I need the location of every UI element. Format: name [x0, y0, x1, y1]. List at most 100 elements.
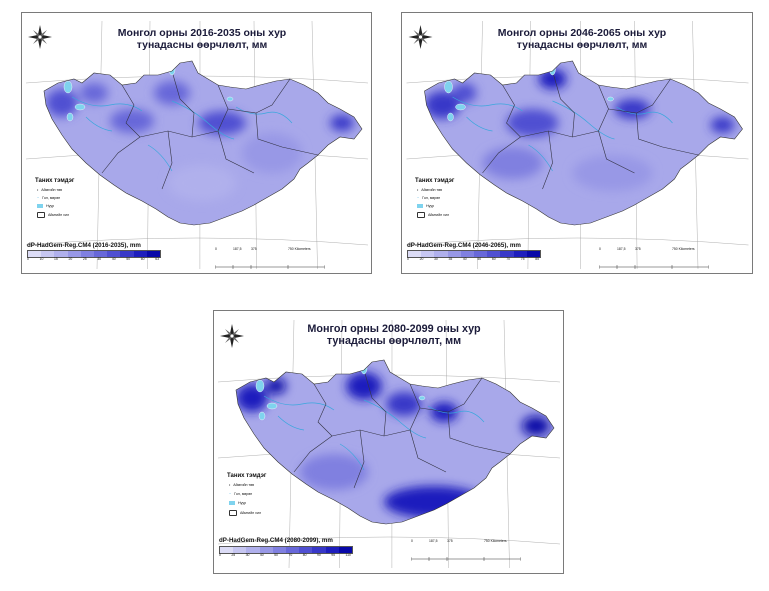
precip-patch	[710, 117, 735, 133]
ramp-swatch	[120, 251, 134, 257]
legend-item-river: ~ Гол, мөрөн	[229, 492, 253, 496]
ramp-tick-label: 70	[288, 553, 293, 557]
precip-patch	[198, 111, 246, 135]
legend-item-center: • Аймгийн төв	[417, 188, 443, 192]
aimag-borders	[293, 369, 511, 489]
ramp-swatch	[312, 547, 326, 553]
ramp-swatch	[54, 251, 68, 257]
color-ramp-title: dP-HadGem-Reg.CM4 (2080-2099), mm	[219, 537, 333, 544]
color-ramp-ticks: 0 20 30 35 40 50 60 70 75 85	[407, 257, 539, 261]
lake-shape	[255, 379, 265, 393]
lake-patch-icon	[37, 204, 43, 208]
precip-patch	[538, 69, 567, 89]
river-line-icon: ~	[417, 196, 420, 200]
scale-bar-label: 0	[411, 539, 413, 543]
ramp-swatch	[233, 547, 247, 553]
ramp-swatch	[67, 251, 81, 257]
precip-patch	[110, 109, 154, 133]
scale-bar-graphic	[214, 265, 326, 269]
map-panel-2080-2099: Монгол орны 2080-2099 оны хур тунадасны …	[213, 310, 564, 574]
aimag-border	[636, 112, 699, 156]
legend-item-center: • Аймгийн төв	[229, 483, 255, 487]
color-ramp	[27, 250, 161, 258]
lake-shape	[226, 96, 234, 102]
ramp-tick-label: 0	[219, 553, 221, 557]
lake-shape	[455, 103, 466, 111]
ramp-tick-label: 10	[39, 257, 44, 261]
legend-item-border: Аймгийн хил	[37, 212, 69, 218]
lake-shape	[444, 80, 453, 94]
ramp-tick-label: 50	[126, 257, 131, 261]
ramp-tick-label: 20	[68, 257, 73, 261]
river-line	[277, 415, 305, 431]
lake-shape	[447, 112, 454, 122]
river-line-icon: ~	[229, 492, 232, 496]
scale-bar-label: 375	[251, 247, 257, 251]
ramp-swatch	[460, 251, 475, 257]
country-shape	[44, 61, 362, 225]
legend-heading: Таних тэмдэг	[35, 178, 75, 184]
ramp-tick-label: 70	[506, 257, 511, 261]
ramp-swatch	[447, 251, 461, 257]
ramp-swatch	[146, 251, 161, 257]
country-outline	[424, 60, 743, 226]
ramp-swatch	[133, 251, 147, 257]
aimag-border	[409, 429, 447, 473]
ramp-swatch	[474, 251, 488, 257]
scale-bar-label: 187,5	[429, 539, 438, 543]
ramp-tick-label: 50	[477, 257, 482, 261]
aimag-border	[101, 136, 141, 174]
center-dot-icon: •	[229, 483, 231, 487]
aimag-border	[552, 70, 575, 138]
ramp-tick-label: 0	[27, 257, 29, 261]
color-ramp-ticks: 0 25 30 40 50 70 80 90 95 110	[219, 553, 351, 557]
lake-shape	[266, 402, 278, 410]
legend-item-center: • Аймгийн төв	[37, 188, 63, 192]
country-shape	[236, 360, 554, 524]
ramp-tick-label: 63	[155, 257, 159, 261]
color-ramp	[219, 546, 353, 554]
scale-bar-graphic	[598, 265, 710, 269]
ramp-swatch	[299, 547, 313, 553]
legend-item-river: ~ Гол, мөрөн	[417, 196, 441, 200]
scale-bar-label: 375	[447, 539, 453, 543]
color-ramp-ticks: 0 10 15 20 25 30 40 50 60 63	[27, 257, 159, 261]
precip-patch	[154, 81, 190, 105]
ramp-tick-label: 50	[274, 553, 278, 557]
ramp-swatch	[80, 251, 95, 257]
ramp-swatch	[513, 251, 527, 257]
precip-patch	[168, 165, 236, 201]
aimag-border	[520, 130, 599, 138]
color-ramp-title: dP-HadGem-Reg.CM4 (2046-2065), mm	[407, 242, 521, 249]
aimag-border	[502, 84, 521, 138]
lake-shape	[66, 112, 74, 122]
ramp-tick-label: 25	[82, 257, 87, 261]
ramp-swatch	[246, 547, 260, 553]
ramp-swatch	[487, 251, 501, 257]
map-panel-2016-2035: Монгол орны 2016-2035 оны хур тунадасны …	[21, 12, 372, 274]
color-ramp	[407, 250, 541, 258]
scale-bar	[598, 257, 710, 269]
ramp-swatch	[338, 547, 353, 553]
precip-shading	[46, 81, 354, 201]
precip-patch	[346, 372, 382, 400]
ramp-swatch	[421, 251, 435, 257]
aimag-border	[482, 136, 521, 174]
color-ramp-title: dP-HadGem-Reg.CM4 (2016-2035), mm	[27, 242, 141, 249]
scale-bar-graphic	[410, 557, 522, 561]
country-outline	[43, 60, 363, 226]
aimag-border	[542, 130, 553, 190]
country-shape	[424, 61, 743, 225]
ramp-swatch	[408, 251, 422, 257]
precip-patch	[330, 115, 354, 131]
ramp-tick-label: 75	[520, 257, 525, 261]
ramp-tick-label: 60	[140, 257, 145, 261]
aimag-borders	[101, 70, 319, 190]
ramp-tick-label: 110	[345, 553, 351, 557]
scale-bar-label: 0	[215, 247, 217, 251]
legend-heading: Таних тэмдэг	[415, 178, 455, 184]
precip-patch	[46, 89, 78, 117]
precip-patch	[242, 133, 302, 173]
river-line-icon: ~	[37, 196, 40, 200]
ramp-tick-label: 40	[259, 553, 264, 557]
